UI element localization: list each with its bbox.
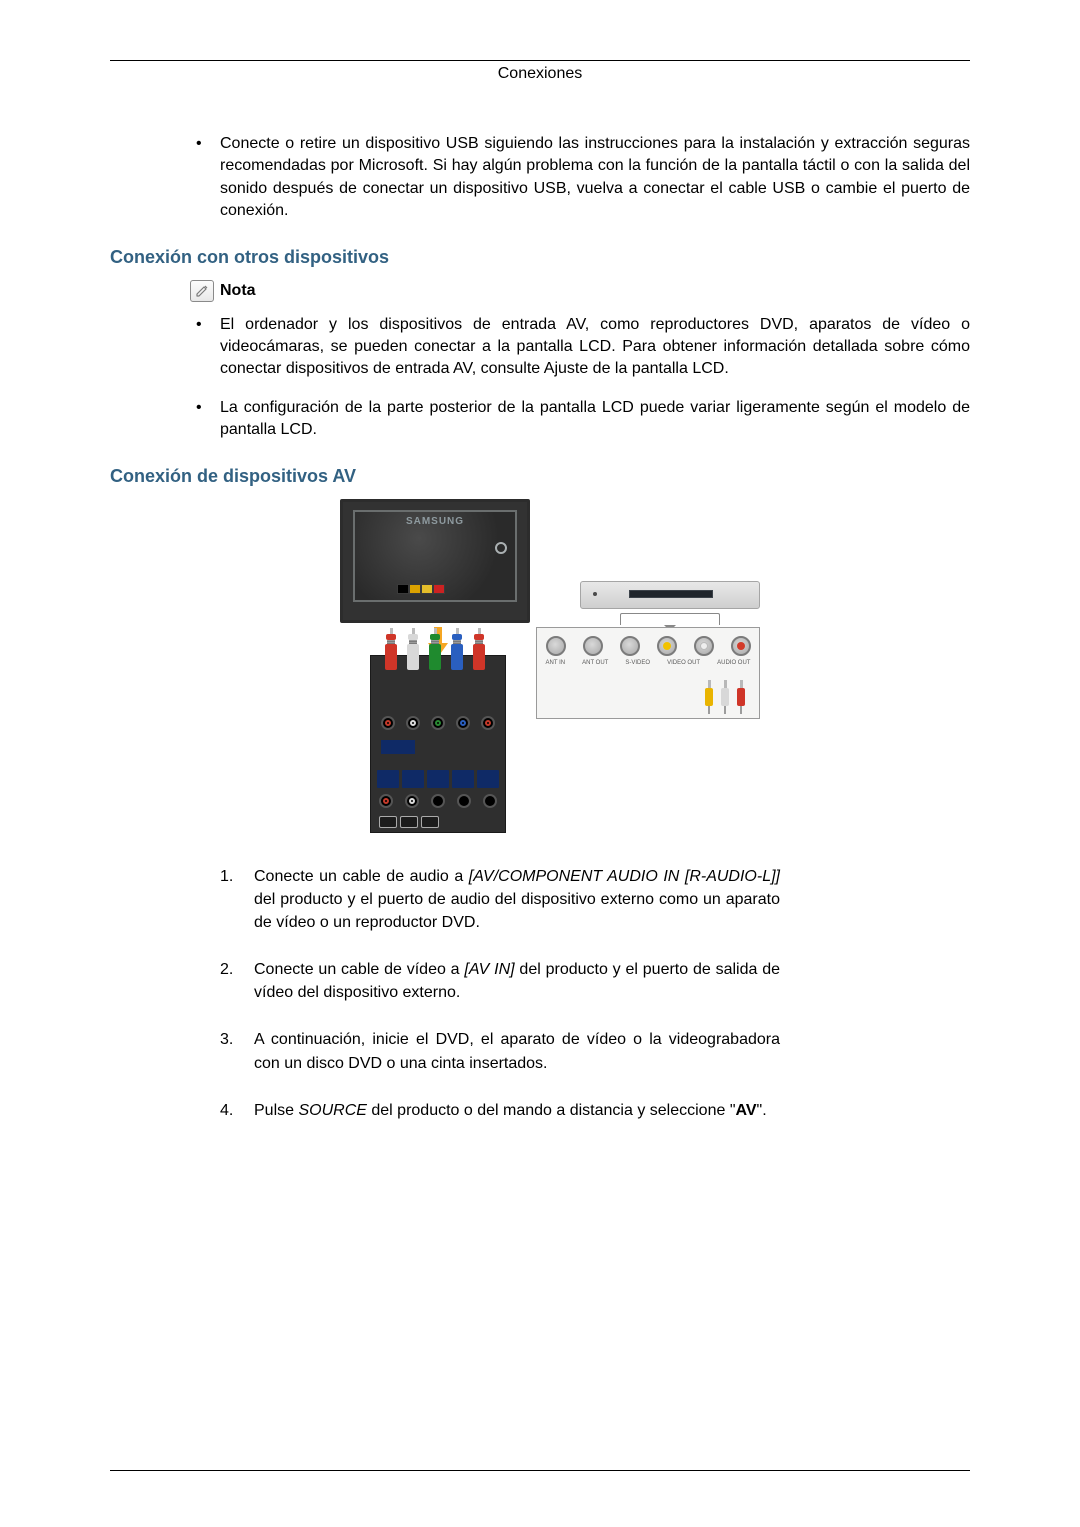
rear-label: ANT OUT: [582, 660, 608, 666]
socket-icon: [406, 716, 420, 730]
socket-icon: [431, 794, 445, 808]
section-heading-av: Conexión de dispositivos AV: [110, 466, 970, 487]
rear-label: AUDIO OUT: [717, 660, 750, 666]
tv-logo: SAMSUNG: [406, 516, 464, 527]
port-square-icon: [400, 816, 418, 828]
port-label-icon: [452, 770, 474, 788]
socket-icon: [379, 794, 393, 808]
text: Conecte un cable de audio a: [254, 868, 469, 885]
socket-row-2: [379, 794, 497, 808]
socket-icon: [431, 716, 445, 730]
note-row: Nota: [110, 280, 970, 302]
dvd-tray: [629, 590, 713, 598]
diagram-wrap: SAMSUNG: [110, 499, 970, 839]
socket-icon: [457, 794, 471, 808]
step-2: Conecte un cable de vídeo a [AV IN] del …: [220, 958, 780, 1004]
port-label-icon: [427, 770, 449, 788]
bvs-label-icon: [381, 740, 415, 754]
jack-ant-in: [546, 636, 566, 656]
text: Pulse: [254, 1102, 298, 1119]
plug-red-icon: [737, 680, 745, 714]
rear-labels: ANT IN ANT OUT S-VIDEO VIDEO OUT AUDIO O…: [537, 660, 759, 666]
jack-svideo: [620, 636, 640, 656]
section1-bullet-1: El ordenador y los dispositivos de entra…: [190, 314, 970, 381]
jack-audio-out-r: [731, 636, 751, 656]
port-square-icon: [379, 816, 397, 828]
socket-row-1: [381, 716, 495, 730]
rear-label: VIDEO OUT: [667, 660, 700, 666]
text-italic: [AV IN]: [464, 961, 514, 978]
section1-bullet-2: La configuración de la parte posterior d…: [190, 397, 970, 442]
device-rear-panel: ANT IN ANT OUT S-VIDEO VIDEO OUT AUDIO O…: [536, 627, 760, 719]
text-italic: SOURCE: [298, 1102, 366, 1119]
lcd-rear-panel: [370, 655, 506, 833]
label-row-2: [379, 816, 497, 828]
rca-plug-row: [385, 628, 485, 672]
av-connection-diagram: SAMSUNG: [320, 499, 760, 839]
text: ".: [757, 1102, 767, 1119]
socket-icon: [481, 716, 495, 730]
socket-icon: [456, 716, 470, 730]
header-rule-top: [110, 60, 970, 61]
rear-label: S-VIDEO: [625, 660, 650, 666]
section-heading-other-devices: Conexión con otros dispositivos: [110, 247, 970, 268]
section1-bullets: El ordenador y los dispositivos de entra…: [110, 314, 970, 442]
label-row-1: [377, 770, 499, 788]
port-label-icon: [377, 770, 399, 788]
text: del producto o del mando a distancia y s…: [367, 1102, 736, 1119]
port-label-icon: [477, 770, 499, 788]
step-4: Pulse SOURCE del producto o del mando a …: [220, 1099, 780, 1122]
rca-plug-white-icon: [407, 628, 419, 672]
tv-front: SAMSUNG: [340, 499, 530, 623]
step-1: Conecte un cable de audio a [AV/COMPONEN…: [220, 865, 780, 935]
port-square-icon: [421, 816, 439, 828]
rca-plug-red-icon: [385, 628, 397, 672]
header-title: Conexiones: [110, 65, 970, 83]
rca-plug-green-icon: [429, 628, 441, 672]
intro-bullet-list: Conecte o retire un dispositivo USB sigu…: [110, 133, 970, 223]
text-bold: AV: [736, 1102, 757, 1119]
jack-ant-out: [583, 636, 603, 656]
step-3: A continuación, inicie el DVD, el aparat…: [220, 1028, 780, 1074]
socket-icon: [405, 794, 419, 808]
socket-icon: [483, 794, 497, 808]
dvd-bracket-icon: [620, 613, 720, 625]
dvd-light-icon: [593, 592, 597, 596]
jack-video-out: [657, 636, 677, 656]
rca-plug-blue-icon: [451, 628, 463, 672]
tv-front-ports: [397, 584, 445, 594]
plug-white-icon: [721, 680, 729, 714]
text: Conecte un cable de vídeo a: [254, 961, 464, 978]
text-italic: [AV/COMPONENT AUDIO IN [R-AUDIO-L]]: [469, 868, 780, 885]
socket-icon: [381, 716, 395, 730]
page: Conexiones Conecte o retire un dispositi…: [0, 0, 1080, 1186]
plug-yellow-icon: [705, 680, 713, 714]
note-label: Nota: [220, 282, 256, 300]
port-label-icon: [402, 770, 424, 788]
rca-plug-red2-icon: [473, 628, 485, 672]
note-pencil-icon: [190, 280, 214, 302]
footer-rule: [110, 1470, 970, 1471]
rear-jack-row: [537, 636, 759, 656]
dvd-player: [580, 581, 760, 609]
intro-bullet: Conecte o retire un dispositivo USB sigu…: [190, 133, 970, 223]
tv-screen: SAMSUNG: [353, 510, 517, 602]
rear-cable-plugs: [705, 680, 745, 714]
rear-label: ANT IN: [546, 660, 566, 666]
steps-list: Conecte un cable de audio a [AV/COMPONEN…: [110, 865, 970, 1123]
text: del producto y el puerto de audio del di…: [254, 891, 780, 931]
jack-audio-out-l: [694, 636, 714, 656]
tv-sensor-icon: [495, 542, 507, 554]
